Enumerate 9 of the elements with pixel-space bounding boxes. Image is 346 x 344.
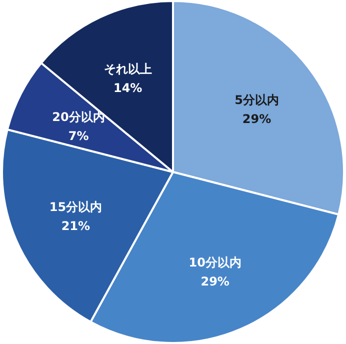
data-label: 14% [113, 81, 142, 96]
slice-label: 10分以内 [188, 255, 242, 270]
data-label: 29% [200, 274, 230, 288]
data-label: 21% [61, 219, 90, 234]
slice-label: 15分以内 [49, 200, 102, 214]
data-label: 7% [68, 128, 89, 143]
slice-label: 5分以内 [234, 93, 279, 108]
data-label: 29% [242, 112, 272, 126]
slice-label: それ以上 [104, 62, 152, 76]
